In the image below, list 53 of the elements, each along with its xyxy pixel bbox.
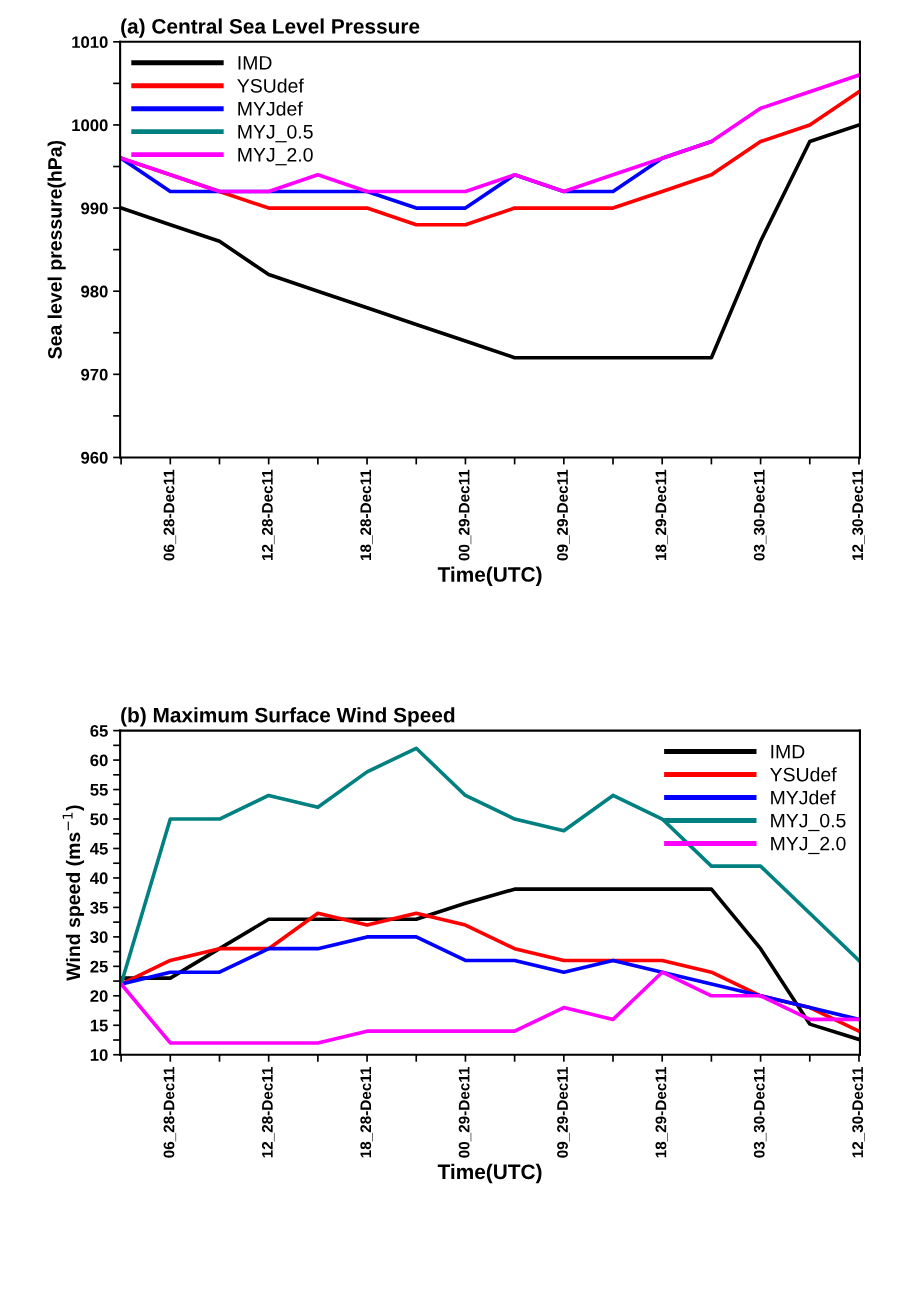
y-tick-label: 60	[90, 754, 108, 767]
chart-title: (a) Central Sea Level Pressure	[121, 18, 420, 38]
x-axis-title: Time(UTC)	[437, 566, 542, 586]
x-tick-label: 12_30-Dec11	[852, 1066, 865, 1158]
y-tick-label: 970	[81, 368, 108, 381]
y-tick-label: 30	[90, 931, 108, 944]
legend-label: YSUdef	[770, 767, 837, 782]
chart-title: (b) Maximum Surface Wind Speed	[121, 707, 455, 727]
x-tick-label: 09_29-Dec11	[557, 469, 570, 561]
x-tick-label: 18_29-Dec11	[655, 1066, 669, 1158]
y-tick-label: 15	[90, 1019, 108, 1032]
y-tick-label: 990	[81, 202, 108, 215]
x-tick-label: 00_29-Dec11	[458, 1066, 472, 1158]
x-tick-label: 18_28-Dec11	[360, 1066, 373, 1158]
y-tick-label: 1010	[72, 36, 108, 49]
legend-label: YSUdef	[237, 78, 304, 93]
line-series	[120, 746, 860, 986]
legend-label: MYJdef	[771, 790, 836, 805]
x-tick-label: 00_29-Dec11	[458, 469, 472, 561]
x-tick-label: 09_29-Dec11	[557, 1066, 570, 1158]
y-tick-label: 55	[90, 784, 108, 796]
y-tick-label: 20	[90, 990, 108, 1003]
legend-label: IMD	[238, 56, 272, 70]
x-tick-label: 03_30-Dec11	[753, 469, 767, 561]
y-tick-label: 10	[90, 1049, 108, 1061]
y-axis-title: Sea level pressure(hPa)	[47, 140, 66, 359]
legend-label: MYJ_0.5	[238, 124, 313, 143]
legend-label: MYJ_2.0	[238, 147, 313, 166]
x-tick-label: 12_28-Dec11	[261, 469, 275, 561]
line-series	[120, 73, 860, 194]
y-tick-label: 960	[81, 451, 108, 464]
y-tick-label: 35	[90, 901, 108, 914]
x-tick-label: 06_28-Dec11	[163, 1066, 177, 1158]
legend-label: MYJdef	[238, 101, 303, 116]
y-tick-label: 65	[90, 725, 108, 737]
x-tick-label: 12_28-Dec11	[261, 1066, 275, 1158]
y-tick-label: 45	[90, 843, 108, 855]
legend-label: MYJ_0.5	[771, 813, 846, 832]
x-axis-title: Time(UTC)	[437, 1163, 542, 1184]
y-axis-title: Wind speed (ms$^{−1}$)	[62, 805, 85, 981]
legend-label: MYJ_2.0	[771, 836, 846, 855]
line-series	[120, 970, 860, 1045]
legend-label: IMD	[771, 744, 805, 759]
y-tick-label: 40	[90, 872, 108, 885]
x-tick-label: 18_29-Dec11	[655, 469, 669, 561]
x-tick-label: 06_28-Dec11	[163, 469, 177, 561]
x-tick-label: 12_30-Dec11	[852, 469, 865, 561]
y-tick-label: 25	[90, 960, 108, 973]
y-tick-label: 50	[90, 813, 108, 826]
y-tick-label: 980	[81, 285, 108, 298]
x-tick-label: 03_30-Dec11	[753, 1066, 767, 1158]
x-tick-label: 18_28-Dec11	[360, 469, 373, 561]
y-tick-label: 1000	[72, 119, 108, 132]
